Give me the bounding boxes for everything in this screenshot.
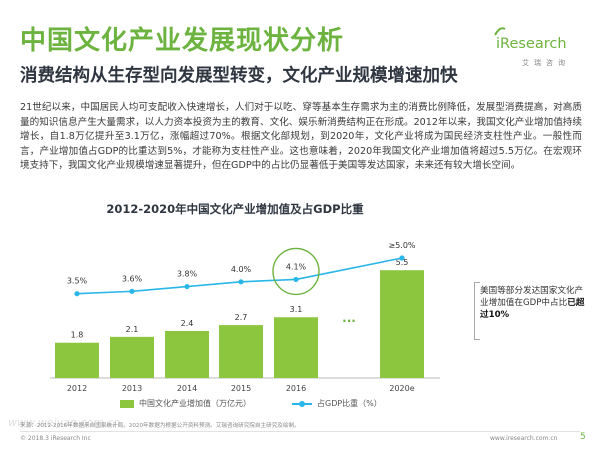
legend-item-bar: 中国文化产业增加值（万亿元） <box>120 398 251 409</box>
x-tick-2020e: 2020e <box>389 384 414 393</box>
bar-2015 <box>219 325 263 378</box>
bar-label-2020e: 5.5 <box>396 258 409 267</box>
intro-paragraph: 21世纪以来，中国居民人均可支配收入快速增长，人们对于以吃、穿等基本生存需求为主… <box>20 102 582 171</box>
bar-2012 <box>55 342 99 378</box>
x-tick-2016: 2016 <box>286 384 306 393</box>
logo-brand: iResearch <box>496 36 567 52</box>
bar-label-2013: 2.1 <box>126 325 139 334</box>
callout-bracket <box>474 282 480 340</box>
page-subtitle: 消费结构从生存型向发展型转变，文化产业规模增速加快 <box>20 66 458 86</box>
highlight-circle-2016 <box>272 247 320 296</box>
callout-text: 美国等部分发达国家文化产业增加值在GDP中占比已超过10% <box>480 285 588 321</box>
line-point-2012 <box>74 291 80 297</box>
line-point-2013 <box>129 288 135 294</box>
gap-marker: ... <box>342 311 356 325</box>
line-point-2015 <box>238 279 244 285</box>
legend-line-label: 占GDP比重（%） <box>317 399 382 408</box>
chart-title: 2012-2020年中国文化产业增加值及占GDP比重 <box>106 202 364 216</box>
line-point-2014 <box>184 283 190 290</box>
page-number: 5 <box>580 432 586 442</box>
line-label-2013: 3.6% <box>122 274 143 283</box>
line-label-2014: 3.8% <box>177 270 198 279</box>
combo-chart: 1.8 2012 2.1 2013 2.4 2014 2.7 2015 3.1 2016 5.5 20… <box>50 241 440 393</box>
chart-legend: 中国文化产业增加值（万亿元） 占GDP比重（%） <box>0 398 470 412</box>
iresearch-logo: iResearch 艾瑞咨询 <box>494 27 586 72</box>
bar-label-2012: 1.8 <box>71 331 84 340</box>
footer-divider <box>20 431 580 432</box>
watermark: www.weiyan.com.cn <box>8 416 121 429</box>
line-label-2015: 4.0% <box>231 265 252 274</box>
legend-bar-label: 中国文化产业增加值（万亿元） <box>139 399 251 408</box>
bar-label-2016: 3.1 <box>290 305 303 314</box>
callout-box: 美国等部分发达国家文化产业增加值在GDP中占比已超过10% <box>474 282 587 340</box>
line-point-2016 <box>293 276 299 283</box>
line-label-2012: 3.5% <box>67 277 88 286</box>
website-url: www.iresearch.com.cn <box>490 435 558 442</box>
logo-tagline: 艾瑞咨询 <box>522 59 570 67</box>
bar-2020e <box>380 270 424 378</box>
x-tick-2015: 2015 <box>231 384 251 393</box>
bar-2013 <box>110 336 154 378</box>
line-label-2020e: ≥5.0% <box>388 241 415 250</box>
line-label-2016: 4.1% <box>286 262 307 271</box>
line-point-2020e <box>399 255 405 261</box>
legend-line-swatch <box>292 400 312 408</box>
source-note: 来源：2012-2016年数据来自国家统计局。2020年数据为根据公开资料预测。… <box>20 423 300 429</box>
bar-2016 <box>274 317 318 378</box>
bar-label-2014: 2.4 <box>181 319 194 328</box>
legend-bar-swatch <box>120 399 134 408</box>
x-tick-2014: 2014 <box>177 384 197 393</box>
gdp-share-line <box>76 257 403 295</box>
callout-text-bold: 已超过10% <box>480 298 585 320</box>
copyright: © 2018.3 iResearch Inc <box>20 435 91 442</box>
x-tick-2012: 2012 <box>67 384 87 393</box>
bar-label-2015: 2.7 <box>235 313 248 322</box>
callout-text-prefix: 美国等部分发达国家文化产业增加值在GDP中占比 <box>480 286 584 308</box>
x-tick-2013: 2013 <box>122 384 142 393</box>
page-title: 中国文化产业发展现状分析 <box>20 26 345 56</box>
legend-item-line: 占GDP比重（%） <box>292 398 382 409</box>
logo-swoosh-icon <box>494 27 506 36</box>
bar-2014 <box>165 330 209 378</box>
